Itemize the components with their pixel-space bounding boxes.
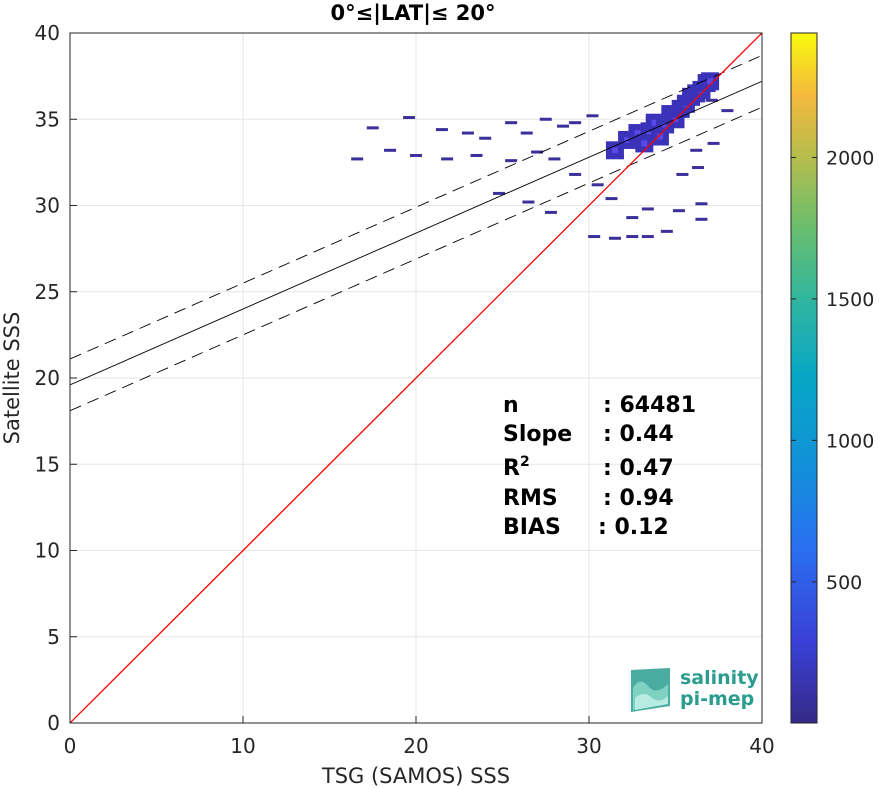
stat-label-rms: RMS: [503, 486, 558, 511]
y-axis-label: Satellite SSS: [0, 312, 24, 445]
density-cell: [641, 235, 654, 239]
density-cell: [676, 172, 689, 176]
stat-value-rms: : 0.94: [603, 486, 674, 511]
density-peak-cell: [662, 121, 669, 128]
density-cell: [461, 131, 474, 135]
density-cell: [695, 202, 708, 206]
y-tick-label: 15: [35, 452, 60, 476]
density-peak-cell: [707, 78, 714, 85]
density-peak-cell: [611, 147, 618, 154]
x-tick-label: 40: [749, 734, 774, 758]
density-cell: [690, 148, 703, 152]
density-cell: [707, 141, 720, 145]
density-cell: [522, 200, 535, 204]
stat-label-bias: BIAS: [503, 515, 561, 540]
y-tick-label: 5: [47, 625, 60, 649]
y-tick-label: 10: [35, 539, 60, 563]
x-tick-label: 20: [403, 734, 428, 758]
colorbar-tick-label: 1000: [826, 430, 874, 452]
colorbar-tick-label: 2000: [826, 147, 874, 169]
density-cell: [520, 131, 533, 135]
y-tick-label: 20: [35, 366, 60, 390]
identity-line: [70, 33, 762, 723]
y-tick-label: 40: [35, 21, 60, 45]
density-peak-cell: [651, 119, 658, 126]
density-cell: [660, 229, 673, 233]
density-cell: [505, 159, 518, 163]
density-peak-cell: [624, 136, 631, 143]
colorbar: [790, 32, 818, 724]
density-cell: [384, 148, 397, 152]
colorbar-tick-label: 1500: [826, 289, 874, 311]
density-cell: [588, 235, 601, 239]
density-peak-cell: [641, 140, 648, 147]
chart-title: 0°≤|LAT|≤ 20°: [330, 1, 495, 26]
x-tick-label: 0: [64, 734, 77, 758]
density-peak-cell: [656, 133, 663, 140]
stat-value-n: : 64481: [603, 393, 696, 418]
density-cell: [641, 207, 654, 211]
salinity-pi-mep-logo: salinity pi-mep: [631, 667, 759, 712]
density-cell: [569, 172, 582, 176]
y-tick-label: 0: [47, 711, 60, 735]
density-cell: [544, 210, 557, 214]
density-cell: [410, 153, 422, 157]
density-cell: [626, 216, 639, 220]
density-cell: [470, 153, 483, 157]
stat-label-slope: Slope: [503, 422, 572, 447]
density-cell: [493, 191, 506, 195]
logo-line-2: pi-mep: [680, 688, 754, 710]
regression-fit-line: [70, 80, 762, 386]
density-cell: [531, 150, 544, 154]
colorbar-ticks: 500 1000 1500 2000: [791, 147, 874, 594]
density-cell: [557, 124, 570, 128]
density-cell: [505, 121, 518, 125]
density-cell: [691, 166, 704, 170]
density-cell: [366, 126, 379, 130]
y-tick-label: 25: [35, 280, 60, 304]
density-cell: [403, 116, 416, 120]
colorbar-tick-label: 500: [826, 572, 862, 594]
y-tick-label: 35: [35, 107, 60, 131]
density-cell: [441, 157, 454, 161]
stat-label-n: n: [503, 393, 519, 418]
density-peak-cell: [634, 130, 641, 137]
stat-value-slope: : 0.44: [603, 422, 674, 447]
density-cell: [351, 157, 364, 161]
density-cell: [608, 236, 621, 240]
confidence-band-line: [70, 106, 762, 412]
logo-line-1: salinity: [680, 667, 759, 689]
density-cell: [435, 128, 448, 132]
stat-value-r: : 0.47: [603, 456, 674, 481]
density-cell: [705, 98, 718, 102]
density-cell: [626, 235, 639, 239]
density-cell: [695, 217, 708, 221]
density-cell: [672, 209, 685, 213]
density-cell: [548, 157, 561, 161]
x-tick-label: 10: [230, 734, 255, 758]
axis-ticks: 0 10 20 30 40 0 5 10 15 20 25 30 35 40: [35, 21, 775, 758]
density-cell: [605, 197, 618, 201]
density-cell: [539, 117, 552, 121]
density-cell: [569, 121, 582, 125]
density-cell: [586, 114, 599, 118]
density-cell: [721, 109, 734, 113]
density-cell: [479, 136, 492, 140]
stat-value-bias: : 0.12: [598, 515, 669, 540]
density-cell: [591, 183, 604, 187]
regression-lines: [70, 33, 762, 723]
x-tick-label: 30: [576, 734, 601, 758]
y-tick-label: 30: [35, 194, 60, 218]
confidence-band-line: [70, 55, 762, 360]
x-axis-label: TSG (SAMOS) SSS: [321, 764, 510, 788]
salinity-logo-icon: [631, 668, 670, 712]
